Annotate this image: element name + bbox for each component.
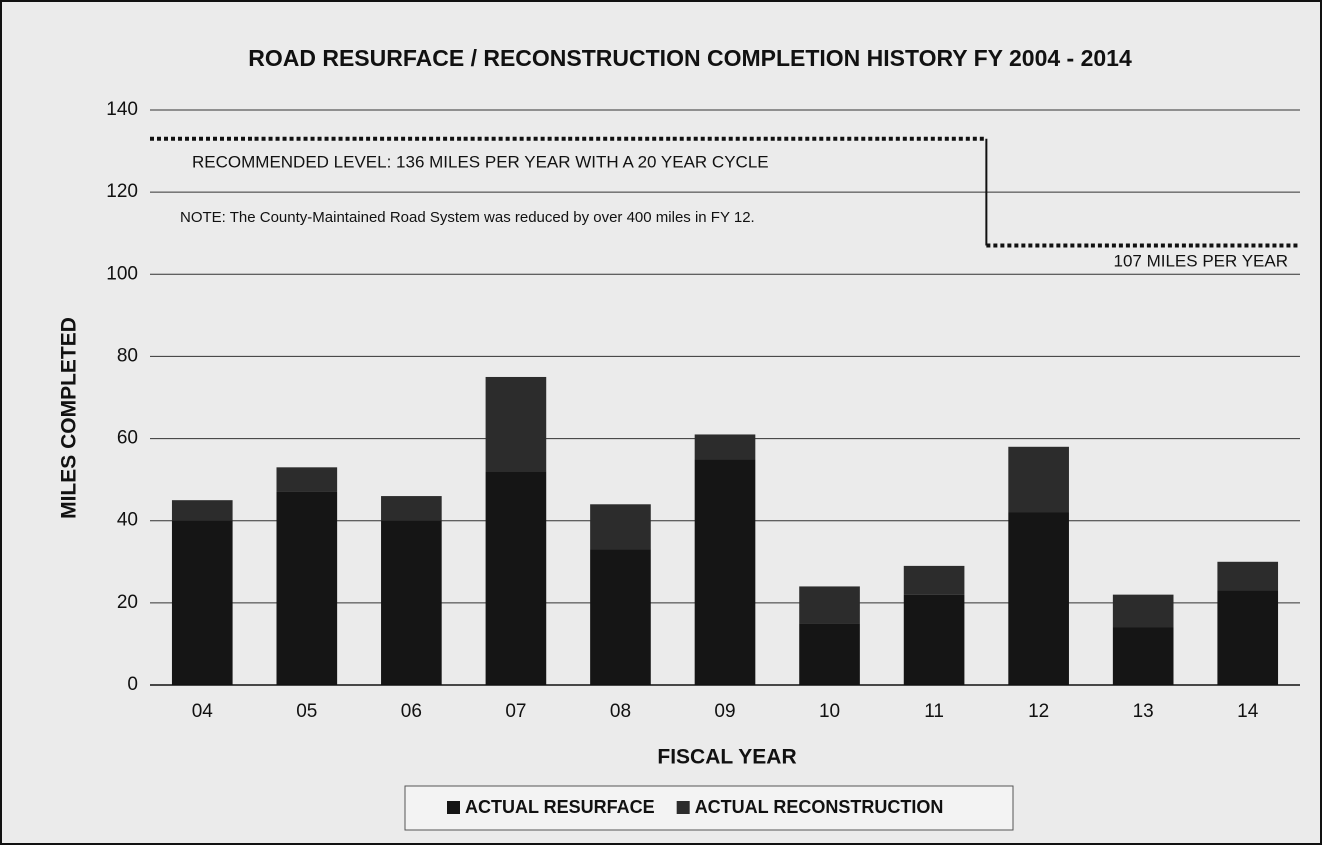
bar-segment — [903, 594, 965, 685]
y-tick-label: 80 — [117, 345, 138, 366]
x-tick-label: 11 — [924, 701, 944, 722]
x-axis-label: FISCAL YEAR — [657, 746, 796, 769]
bar-segment — [485, 376, 547, 472]
bar-segment — [1112, 594, 1174, 628]
bar-segment — [694, 434, 756, 460]
bar-segment — [1008, 512, 1069, 685]
bar-segment — [1217, 561, 1279, 591]
bar-segment — [485, 471, 547, 685]
legend-label: ACTUAL RESURFACE — [465, 797, 655, 817]
bar-segment — [590, 504, 651, 550]
y-tick-label: 100 — [106, 263, 138, 284]
bar-segment — [381, 496, 442, 521]
bar-segment — [590, 549, 651, 685]
bar-segment — [381, 520, 442, 685]
y-tick-label: 20 — [117, 592, 138, 613]
y-tick-label: 60 — [117, 428, 138, 449]
bar-segment — [1112, 627, 1174, 685]
y-tick-label: 140 — [106, 99, 138, 120]
legend-label: ACTUAL RECONSTRUCTION — [695, 797, 944, 817]
legend-box — [404, 785, 1014, 831]
bar-segment — [799, 586, 860, 624]
x-tick-label: 06 — [401, 701, 422, 722]
legend-swatch — [447, 801, 460, 814]
y-tick-label: 120 — [106, 181, 138, 202]
annotation: RECOMMENDED LEVEL: 136 MILES PER YEAR WI… — [192, 152, 769, 171]
annotation: 107 MILES PER YEAR — [1114, 251, 1289, 270]
x-tick-label: 14 — [1237, 701, 1259, 722]
bar-segment — [1008, 446, 1069, 513]
x-tick-label: 08 — [610, 701, 631, 722]
bar-segment — [1217, 590, 1279, 685]
x-tick-label: 12 — [1028, 701, 1049, 722]
bar-segment — [171, 500, 233, 521]
x-tick-label: 10 — [819, 701, 840, 722]
bar-segment — [276, 491, 338, 685]
bar-segment — [276, 467, 338, 492]
x-tick-label: 04 — [192, 701, 214, 722]
y-tick-label: 0 — [127, 674, 138, 695]
bar-segment — [903, 565, 965, 595]
annotation: NOTE: The County-Maintained Road System … — [180, 209, 755, 226]
legend-swatch — [676, 801, 690, 814]
x-tick-label: 05 — [296, 701, 317, 722]
x-tick-label: 09 — [714, 701, 735, 722]
chart-title: ROAD RESURFACE / RECONSTRUCTION COMPLETI… — [248, 45, 1132, 71]
bar-segment — [171, 520, 233, 685]
y-tick-label: 40 — [117, 510, 138, 531]
bar-segment — [694, 459, 756, 685]
bar-segment — [799, 623, 860, 685]
y-axis-label: MILES COMPLETED — [58, 317, 81, 519]
x-tick-label: 13 — [1133, 701, 1154, 722]
x-tick-label: 07 — [505, 701, 526, 722]
